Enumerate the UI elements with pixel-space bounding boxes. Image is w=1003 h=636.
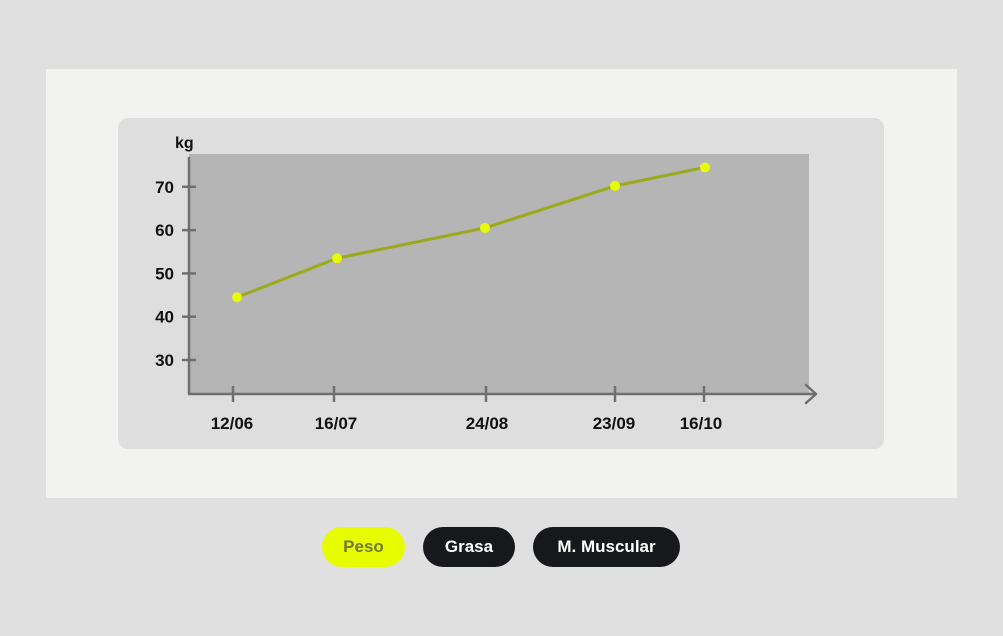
toggle-peso-button[interactable]: Peso xyxy=(322,527,405,567)
y-ticks: 30 40 50 60 70 xyxy=(155,178,196,370)
y-tick-label: 40 xyxy=(155,308,174,327)
toggle-muscular-button[interactable]: M. Muscular xyxy=(533,527,680,567)
data-point xyxy=(232,292,242,303)
x-tick-label: 16/07 xyxy=(315,414,358,433)
x-tick-label: 24/08 xyxy=(466,414,509,433)
data-points xyxy=(232,162,710,303)
y-axis-label: kg xyxy=(175,135,194,152)
data-point xyxy=(700,162,710,173)
x-tick-label: 23/09 xyxy=(593,414,636,433)
x-tick-label: 12/06 xyxy=(211,414,254,433)
x-ticks: 12/06 16/07 24/08 23/09 16/10 xyxy=(211,386,723,433)
metric-toggle-group: Peso Grasa M. Muscular xyxy=(0,527,1003,567)
data-point xyxy=(610,180,620,191)
y-tick-label: 70 xyxy=(155,178,174,197)
toggle-grasa-button[interactable]: Grasa xyxy=(423,527,515,567)
y-tick-label: 30 xyxy=(155,351,174,370)
x-tick-label: 16/10 xyxy=(680,414,723,433)
x-axis-arrow-icon xyxy=(804,383,818,405)
data-point xyxy=(332,253,342,264)
data-point xyxy=(480,222,490,233)
y-tick-label: 50 xyxy=(155,264,174,283)
plot-area xyxy=(189,154,809,394)
y-tick-label: 60 xyxy=(155,221,174,240)
